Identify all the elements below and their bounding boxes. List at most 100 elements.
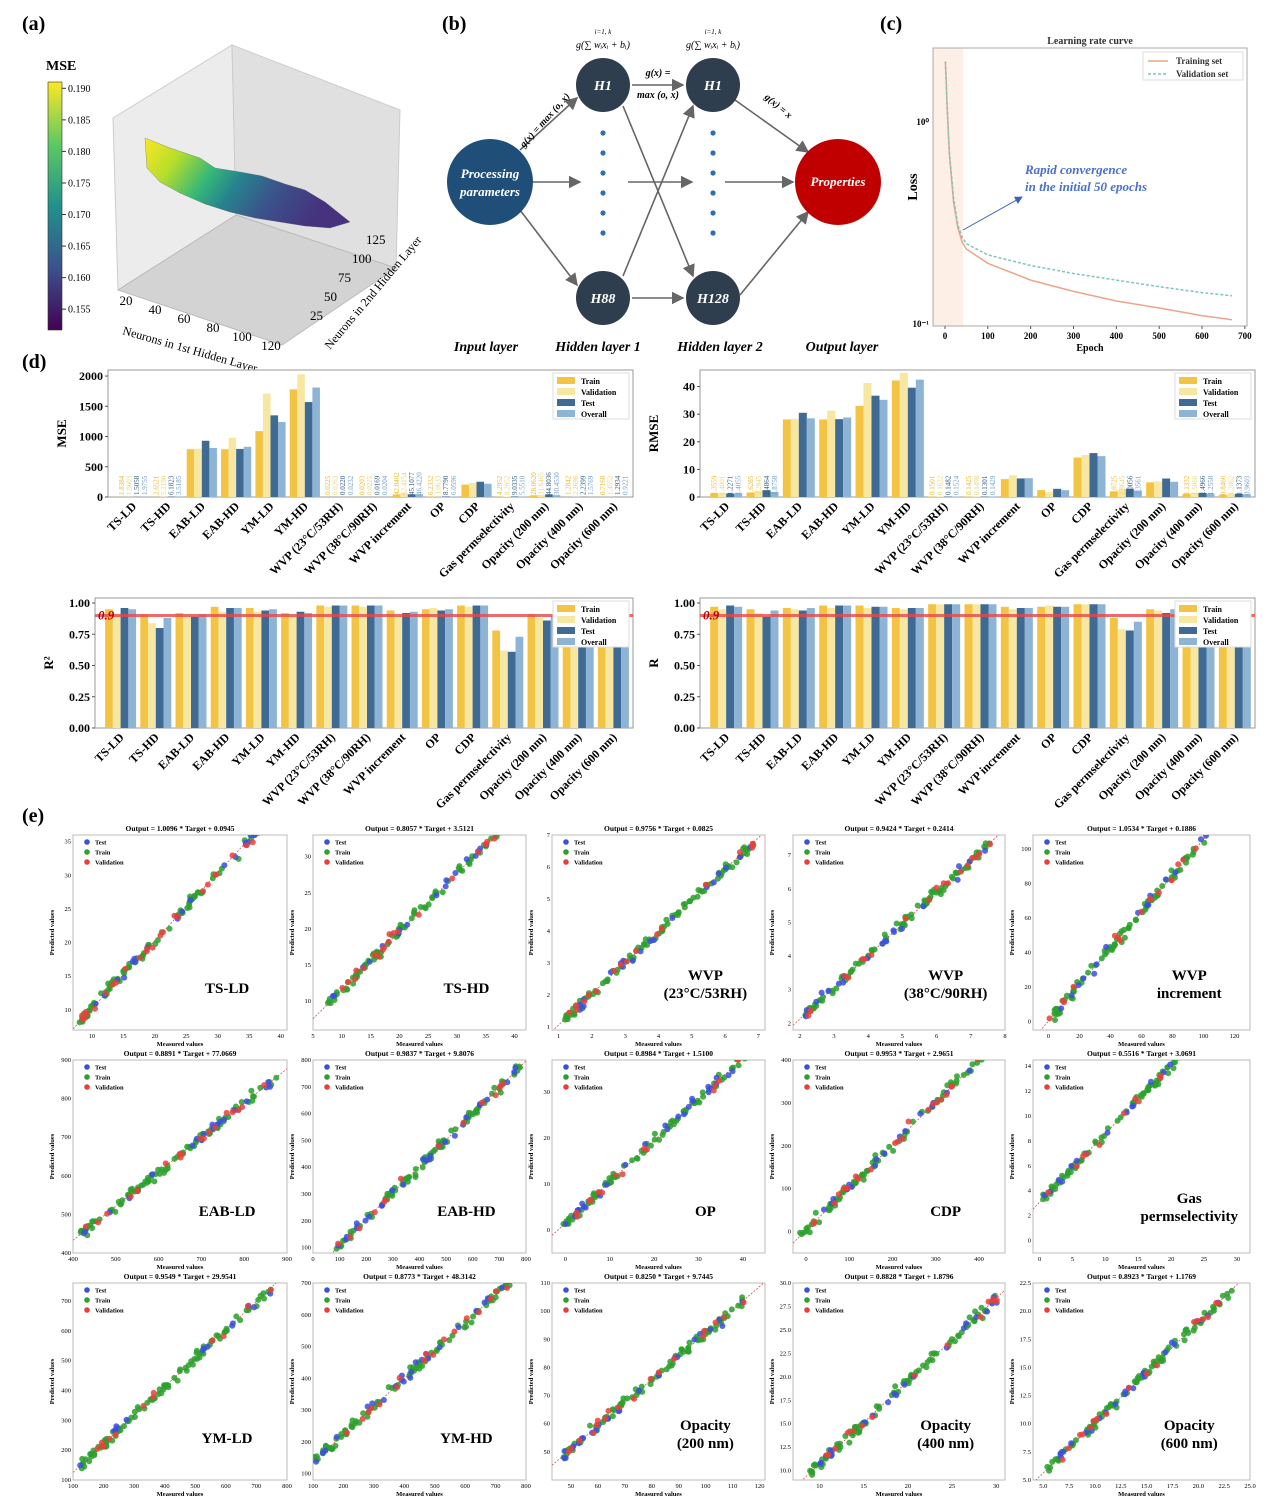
y-tick-label: 600: [301, 1312, 311, 1319]
bar-overall: [278, 422, 286, 497]
legend-label: Test: [335, 840, 347, 847]
point-validation: [206, 1128, 213, 1135]
y-tick-label: 7: [547, 832, 551, 839]
y-tick-label: 50: [544, 1449, 551, 1456]
sum-limits-2: i=1, k: [705, 28, 723, 36]
point-test: [481, 1299, 488, 1306]
bar-train: [1109, 491, 1118, 497]
y-tick-label: 30: [683, 407, 695, 421]
x-tick-label: 20.0: [1193, 1483, 1204, 1490]
point-validation: [1087, 1424, 1094, 1431]
threshold-label: 0.9: [703, 608, 720, 623]
bar-validation: [429, 608, 438, 728]
point-test: [243, 1098, 250, 1105]
colorbar-tick-label: 0.180: [68, 147, 91, 158]
y-tick-label: 0: [788, 1229, 791, 1236]
point-train: [991, 1044, 997, 1050]
point-validation: [82, 1014, 89, 1021]
bar-value-label: 1.5769: [587, 475, 595, 495]
point-test: [380, 1397, 387, 1403]
point-train: [1132, 916, 1139, 923]
bar-test: [261, 610, 270, 728]
x-tick-label: 20: [152, 1033, 159, 1040]
property-label: EAB-LD: [199, 1204, 256, 1220]
ellipsis-dot: [710, 150, 716, 156]
point-validation: [371, 1209, 378, 1216]
point-train: [1223, 809, 1229, 815]
legend-marker: [1044, 1287, 1050, 1293]
point-validation: [641, 1145, 647, 1152]
point-validation: [239, 1104, 246, 1110]
bar-overall: [163, 618, 172, 728]
legend-label: Validation set: [1176, 69, 1228, 79]
property-label: Opacity: [1164, 1418, 1215, 1434]
hidden2-bottom-node: [686, 271, 740, 325]
point-validation: [212, 1124, 219, 1131]
hidden2-top-node: [686, 58, 740, 112]
point-test: [463, 1114, 470, 1121]
property-label: Gas: [1177, 1191, 1202, 1207]
point-validation: [868, 952, 875, 958]
x-tick-label: YM-LD: [839, 730, 878, 769]
legend-label: Validation: [815, 1085, 844, 1092]
x-tick-label: 7: [969, 1033, 973, 1040]
bar-validation: [194, 448, 202, 497]
fit-equation: Output = 0.9549 * Target + 29.9541: [124, 1272, 237, 1281]
point-test: [840, 979, 847, 986]
point-validation: [1232, 803, 1238, 809]
point-test: [1219, 813, 1225, 819]
y-tick-label: 0.75: [674, 627, 695, 641]
bar-train: [1146, 482, 1155, 497]
activation-relu-2a: g(x) =: [645, 68, 671, 79]
point-validation: [902, 915, 909, 922]
plot-frame: [72, 834, 288, 1031]
point-train: [804, 1224, 811, 1231]
point-train: [647, 1381, 654, 1388]
y-tick-label: 10: [305, 998, 312, 1005]
point-validation: [574, 1213, 581, 1220]
y-tick-label: 6: [788, 886, 792, 893]
point-test: [1145, 902, 1152, 908]
y-tick-label: 40: [1025, 949, 1032, 956]
y-tick-label: 600: [61, 1173, 71, 1180]
bar-test: [726, 493, 735, 497]
x-tick-label: 300: [388, 1256, 398, 1263]
point-validation: [200, 1135, 207, 1142]
point-train: [468, 1319, 475, 1326]
point-test: [603, 1181, 610, 1188]
y-tick-label: 3: [547, 960, 550, 967]
sum-formula-2: g(∑ wᵢxᵢ + bᵢ): [686, 40, 741, 51]
point-validation: [1192, 845, 1199, 852]
y-tick-label: 0: [689, 490, 695, 504]
bar-train: [964, 604, 973, 728]
bar-validation: [899, 372, 908, 497]
legend-label: Validation: [335, 1085, 364, 1092]
x-tick-label: 200: [99, 1483, 109, 1490]
point-test: [499, 1284, 506, 1291]
point-test: [221, 862, 228, 869]
y-tick-label: 0: [1028, 1238, 1031, 1245]
point-test: [329, 993, 336, 999]
x-tick-label: 100: [335, 1256, 345, 1263]
bar-overall: [374, 605, 383, 728]
fit-equation: Output = 1.0534 * Target + 0.1886: [1087, 824, 1196, 833]
legend-swatch: [557, 377, 575, 384]
point-train: [642, 936, 649, 943]
bar-overall: [484, 483, 492, 497]
bar-train: [255, 431, 263, 497]
point-test: [319, 1450, 326, 1456]
point-test: [408, 1368, 415, 1375]
point-validation: [945, 880, 951, 887]
point-validation: [1120, 1110, 1127, 1117]
point-train: [892, 1383, 899, 1390]
point-train: [1235, 797, 1241, 803]
legend-label: Validation: [581, 616, 617, 625]
legend-label: Validation: [1203, 388, 1239, 397]
y-tick-label: 300: [301, 1191, 311, 1198]
point-test: [412, 1359, 419, 1366]
bar-train: [1000, 606, 1009, 728]
point-train: [1233, 805, 1239, 811]
point-train: [1223, 813, 1229, 819]
plot-area: [313, 1283, 513, 1465]
bar-overall: [1024, 478, 1033, 497]
